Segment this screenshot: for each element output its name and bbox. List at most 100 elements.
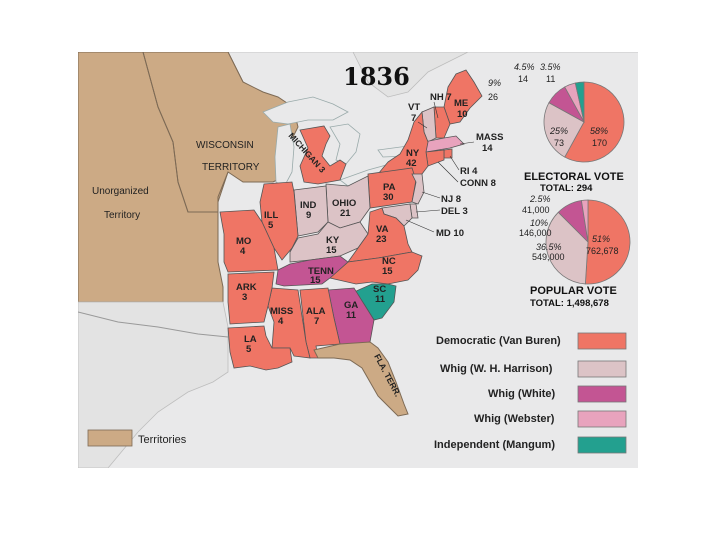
ev-ill: 5 [268,220,274,231]
label-mo: MO [236,236,251,247]
ev-democratic-value: 170 [592,138,607,148]
legend-item-democratic: Democratic (Van Buren) [436,332,627,350]
legend-swatch-independent [577,436,627,454]
ev-mo: 4 [240,246,246,257]
map-svg: 1836 WISCONSIN TERRITORY Unorganized Ter… [78,52,638,468]
label-ky: KY [326,235,340,246]
lake-michigan [274,123,295,188]
leader-vt [417,121,428,129]
ev-me: 10 [457,109,468,120]
unorganized-territory-label-2: Territory [104,210,140,221]
territories-swatch [87,429,133,447]
label-sc: SC [373,284,386,295]
legend-item-independent: Independent (Mangum) [434,436,627,454]
label-tenn: TENN [308,266,334,277]
label-miss: MISS [270,306,293,317]
ev-independent-value: 11 [546,74,555,84]
label-nc: NC [382,256,396,267]
wisconsin-unorg-border [142,52,218,213]
ev-nc: 15 [382,266,393,277]
leader-nj [421,191,441,199]
ev-tenn: 15 [310,275,321,286]
pv-slice-whig-harrison [545,211,589,285]
legend-label-whig-harrison: Whig (W. H. Harrison) [440,363,553,375]
leader-ri [449,155,460,171]
label-ohio: OHIO [332,198,356,209]
pv-white-value: 146,000 [519,228,552,238]
state-louisiana [227,325,293,371]
electoral-vote-pie [543,81,625,163]
popular-vote-pie [545,199,631,285]
ev-harrison-value: 73 [554,138,564,148]
state-tennessee [275,255,349,287]
label-ind: IND [300,200,317,211]
pv-slice-democratic [584,199,631,285]
legend-label-whig-webster: Whig (Webster) [474,413,555,425]
ev-pa: 30 [383,192,394,203]
label-pa: PA [383,182,396,193]
territories-legend-label: Territories [138,434,187,446]
ev-la: 5 [246,344,252,355]
leader-md [405,219,435,233]
map-title: 1836 [343,62,410,91]
label-conn: CONN 8 [460,178,496,189]
state-connecticut [425,149,445,167]
electoral-vote-pie-group: 4.5% 14 3.5% 11 9% 26 25% 73 58% 170 ELE… [488,62,625,194]
ev-ga: 11 [346,310,357,321]
ev-va: 23 [376,234,387,245]
pv-harrison-value: 549,000 [532,252,565,262]
canada-land [78,52,638,98]
legend-label-democratic: Democratic (Van Buren) [436,335,561,347]
leader-conn [437,161,459,183]
label-ga: GA [344,300,358,311]
pv-title: POPULAR VOTE [530,285,617,297]
label-va: VA [376,224,389,235]
legend-swatch-whig-harrison [577,360,627,378]
election-map-1836: 1836 WISCONSIN TERRITORY Unorganized Ter… [78,52,638,468]
pv-webster-pct: 2.5% [529,194,551,204]
legend-item-whig-white: Whig (White) [488,385,627,403]
leader-del [415,209,441,213]
state-new-jersey [411,173,425,205]
ev-harrison-pct: 25% [549,126,568,136]
ev-vt: 7 [411,113,416,124]
ev-slice-democratic [564,81,625,163]
label-vt: VT [408,102,420,113]
unorganized-territory-label: Unorganized [92,186,149,197]
label-del: DEL 3 [441,206,468,217]
ev-ky: 15 [326,245,337,256]
ev-independent-pct: 3.5% [540,62,561,72]
pv-slice-whig-webster [580,199,589,243]
ev-miss: 4 [278,316,284,327]
legend-swatch-democratic [577,332,627,350]
lake-superior [262,96,349,125]
ev-slice-independent [574,81,585,123]
legend-swatch-whig-white [577,385,627,403]
ev-slice-whig-harrison [543,102,585,158]
label-la: LA [244,334,257,345]
pv-webster-value: 41,000 [522,205,550,215]
label-ri: RI 4 [460,166,478,177]
label-me: ME [454,98,468,109]
ev-title: ELECTORAL VOTE [524,171,624,183]
label-ill: ILL [264,210,278,221]
florida-territory [313,341,409,417]
state-illinois [259,181,299,261]
pv-total: TOTAL: 1,498,678 [530,298,609,309]
label-nh: NH 7 [430,92,452,103]
territories-legend: Territories [87,429,187,447]
ev-total: TOTAL: 294 [540,183,593,194]
popular-vote-pie-group: 2.5% 41,000 10% 146,000 36.5% 549,000 51… [519,194,631,309]
ev-webster-value: 14 [518,74,528,84]
leader-mass [459,141,475,145]
legend-label-whig-white: Whig (White) [488,388,556,400]
state-new-york [376,110,429,177]
state-arkansas [227,271,275,325]
ev-ind: 9 [306,210,311,221]
ev-ny: 42 [406,158,417,169]
river-line [78,311,229,338]
state-mississippi [267,287,311,359]
mexico-region [78,301,229,468]
pv-democratic-pct: 51% [592,234,610,244]
label-ark: ARK [236,282,257,293]
